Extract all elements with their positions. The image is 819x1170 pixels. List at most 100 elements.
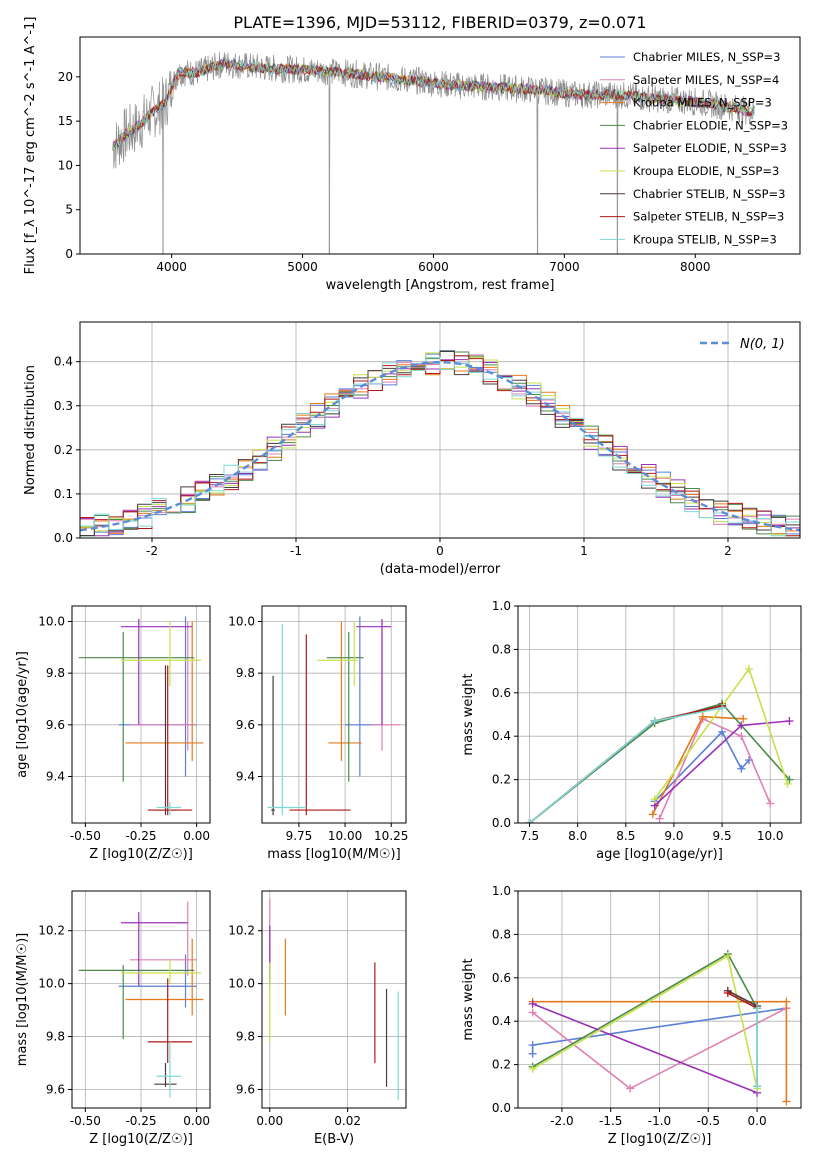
y-tick-label: 0.4 bbox=[492, 1014, 511, 1028]
axes-frame bbox=[71, 605, 211, 824]
weight-line bbox=[532, 952, 758, 1087]
y-tick-label: 9.6 bbox=[236, 1082, 255, 1096]
errorbar-point bbox=[156, 802, 182, 816]
y-tick-label: 0.8 bbox=[492, 642, 511, 656]
weight-line bbox=[529, 702, 790, 823]
x-tick-label: 10.0 bbox=[757, 829, 784, 843]
x-tick-label: 0.00 bbox=[183, 829, 210, 843]
y-tick-label: 0.4 bbox=[492, 729, 511, 743]
axes-frame bbox=[79, 36, 801, 255]
y-tick-label: 15 bbox=[58, 114, 73, 128]
legend-entry: Chabrier ELODIE, N_SSP=3 bbox=[633, 118, 788, 132]
weight-line bbox=[532, 1003, 758, 1094]
x-tick-label: 8.0 bbox=[568, 829, 587, 843]
y-tick-label: 10.2 bbox=[228, 924, 255, 938]
y-tick-label: 0.0 bbox=[54, 531, 73, 545]
plot-area-spectrum bbox=[112, 51, 755, 254]
y-tick-label: 9.6 bbox=[46, 718, 65, 732]
plot-area-age_vs_mass bbox=[267, 616, 401, 816]
errorbar-point bbox=[289, 634, 351, 816]
y-tick-label: 0.3 bbox=[54, 399, 73, 413]
errorbar-point bbox=[125, 938, 204, 1016]
x-tick-label: 9.75 bbox=[286, 829, 313, 843]
y-tick-label: 5 bbox=[65, 203, 73, 217]
x-tick-label: 4000 bbox=[156, 260, 187, 274]
errorbar-point bbox=[129, 621, 197, 751]
y-tick-label: 0.4 bbox=[54, 355, 73, 369]
y-tick-label: 10.0 bbox=[228, 615, 255, 629]
legend: Chabrier MILES, N_SSP=3 Salpeter MILES, N… bbox=[600, 50, 788, 246]
legend-entry: Salpeter MILES, N_SSP=4 bbox=[633, 73, 779, 87]
errorbar-point bbox=[120, 621, 202, 687]
errorbar-point bbox=[156, 1041, 182, 1098]
x-tick-label: -2 bbox=[146, 544, 158, 558]
x-axis-label: age [log10(age/yr)] bbox=[596, 847, 723, 862]
x-tick-label: 6000 bbox=[418, 260, 449, 274]
axes-frame bbox=[517, 890, 802, 1109]
axes-frame bbox=[261, 890, 407, 1109]
x-tick-label: 2 bbox=[724, 544, 732, 558]
y-tick-label: 0.6 bbox=[492, 686, 511, 700]
y-tick-label: 9.6 bbox=[236, 718, 255, 732]
plot-area-mass_vs_Z bbox=[78, 901, 204, 1098]
x-tick-label: -0.5 bbox=[697, 1114, 720, 1128]
observed-spectrum-line bbox=[112, 51, 755, 254]
y-tick-label: 0.1 bbox=[54, 487, 73, 501]
y-tick-label: 10.0 bbox=[38, 977, 65, 991]
axes-frame bbox=[517, 605, 802, 824]
y-tick-label: 9.6 bbox=[46, 1082, 65, 1096]
x-tick-label: 0.00 bbox=[256, 1114, 283, 1128]
axes-frame bbox=[71, 890, 211, 1109]
errorbar-point bbox=[118, 954, 197, 1008]
weight-line bbox=[658, 717, 771, 820]
errorbar-point bbox=[356, 618, 392, 725]
errorbar-point bbox=[120, 959, 202, 984]
x-tick-label: 0.00 bbox=[183, 1114, 210, 1128]
y-tick-label: 10.0 bbox=[38, 615, 65, 629]
panel-residuals: -2 -1 0 1 2 0.0 0.1 0.2 0.3 0.4 (data-model)/error… bbox=[23, 321, 801, 577]
errorbar-point bbox=[370, 621, 401, 751]
x-axis-label: Z [log10(Z/Z☉)] bbox=[89, 1132, 193, 1147]
errorbar-point bbox=[129, 901, 197, 976]
model-fit-line bbox=[112, 58, 755, 151]
figure-title: PLATE=1396, MJD=53112, FIBERID=0379, z=0… bbox=[233, 13, 646, 32]
x-tick-label: 0.02 bbox=[334, 1114, 361, 1128]
panel-age_vs_Z: -0.50 -0.25 0.00 9.4 9.6 9.8 10.0 Z [log10(Z/Z☉… bbox=[15, 605, 211, 862]
legend-entry: N(0, 1) bbox=[740, 337, 785, 352]
y-tick-label: 9.8 bbox=[46, 1030, 65, 1044]
x-tick-label: 7000 bbox=[549, 260, 580, 274]
x-tick-label: -1.0 bbox=[648, 1114, 671, 1128]
weight-line bbox=[654, 730, 750, 802]
y-tick-label: 1.0 bbox=[492, 884, 511, 898]
x-tick-label: 8.5 bbox=[616, 829, 635, 843]
axes-frame bbox=[79, 321, 801, 539]
y-axis-label: Normed distribution bbox=[23, 365, 38, 495]
y-tick-label: 9.8 bbox=[46, 666, 65, 680]
panel-weight_vs_age: 7.5 8.0 8.5 9.0 9.5 10.0 0.0 0.2 0.4 0.6 0.8 1.0 age… bbox=[461, 599, 802, 862]
x-tick-label: -0.25 bbox=[125, 1114, 156, 1128]
y-tick-label: 9.4 bbox=[236, 770, 255, 784]
x-tick-label: 9.0 bbox=[664, 829, 683, 843]
x-tick-label: -2.0 bbox=[550, 1114, 573, 1128]
weight-line bbox=[532, 954, 758, 1089]
x-axis-label: E(B-V) bbox=[314, 1132, 354, 1147]
x-tick-label: -0.50 bbox=[70, 1114, 101, 1128]
x-axis-label: (data-model)/error bbox=[380, 562, 501, 577]
y-tick-label: 0.8 bbox=[492, 927, 511, 941]
x-axis-label: mass [log10(M/M☉)] bbox=[267, 847, 400, 862]
legend-entry: Chabrier STELIB, N_SSP=3 bbox=[633, 187, 785, 201]
errorbar-point bbox=[317, 621, 358, 687]
y-axis-label: mass [log10(M/M☉)] bbox=[15, 933, 30, 1066]
x-axis-label: Z [log10(Z/Z☉)] bbox=[608, 1132, 712, 1147]
y-tick-label: 0.0 bbox=[492, 816, 511, 830]
errorbar-point bbox=[267, 624, 307, 816]
y-tick-label: 0.2 bbox=[492, 773, 511, 787]
plot-area-weight_vs_Z bbox=[528, 949, 791, 1106]
legend-entry: Salpeter ELODIE, N_SSP=3 bbox=[633, 141, 787, 155]
legend-entry: Salpeter STELIB, N_SSP=3 bbox=[633, 210, 784, 224]
errorbar-point bbox=[78, 965, 195, 1040]
weight-line bbox=[727, 992, 758, 1009]
axes-frame bbox=[261, 605, 407, 824]
y-tick-label: 0 bbox=[65, 247, 73, 261]
